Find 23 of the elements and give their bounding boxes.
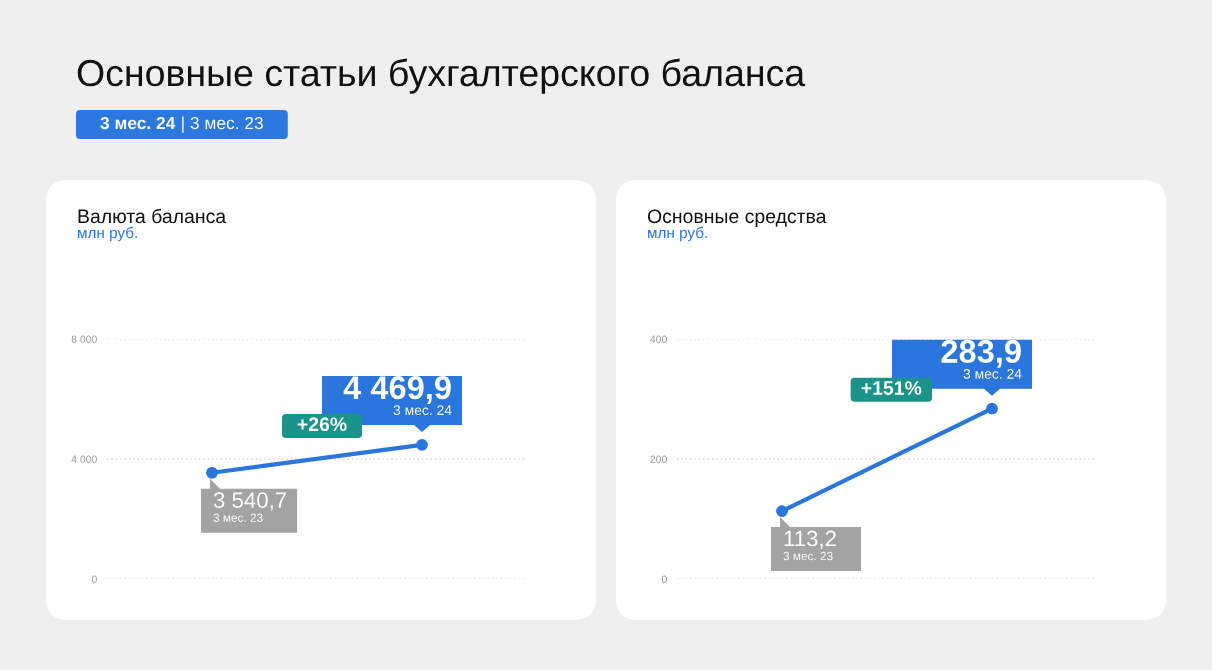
data-label: 113,2 — [784, 530, 836, 549]
annotation: 3 мес. 24 — [393, 405, 452, 416]
y-tick-label: 400 — [650, 335, 667, 343]
y-tick-label: 0 — [661, 575, 667, 583]
data-label: 4 469,9 — [343, 376, 451, 404]
data-label: 283,9 — [941, 339, 1021, 368]
y-tick-label: 4 000 — [71, 455, 97, 463]
chart-title: Основные средства — [647, 209, 827, 228]
text: | 3 мес. 23 — [182, 116, 263, 133]
annotation: 3 мес. 24 — [963, 368, 1022, 379]
y-tick-label: 200 — [650, 455, 667, 463]
annotation: +26% — [297, 417, 347, 432]
annotation: 3 мес. 23 — [783, 551, 833, 561]
chart-title: Валюта баланса — [78, 208, 227, 224]
annotation: 3 мес. 23 — [213, 513, 263, 522]
y-tick-label: 8 000 — [71, 335, 97, 343]
annotation: +151% — [861, 381, 922, 395]
text: Основные статьи бухгалтерского баланса — [77, 58, 806, 94]
chart-subtitle: млн руб. — [648, 226, 707, 242]
data-label: 3 540,7 — [213, 492, 287, 511]
chart-subtitle: млн руб. — [78, 226, 137, 242]
text: 3 мес. 24 — [100, 116, 176, 130]
y-tick-label: 0 — [91, 575, 97, 583]
